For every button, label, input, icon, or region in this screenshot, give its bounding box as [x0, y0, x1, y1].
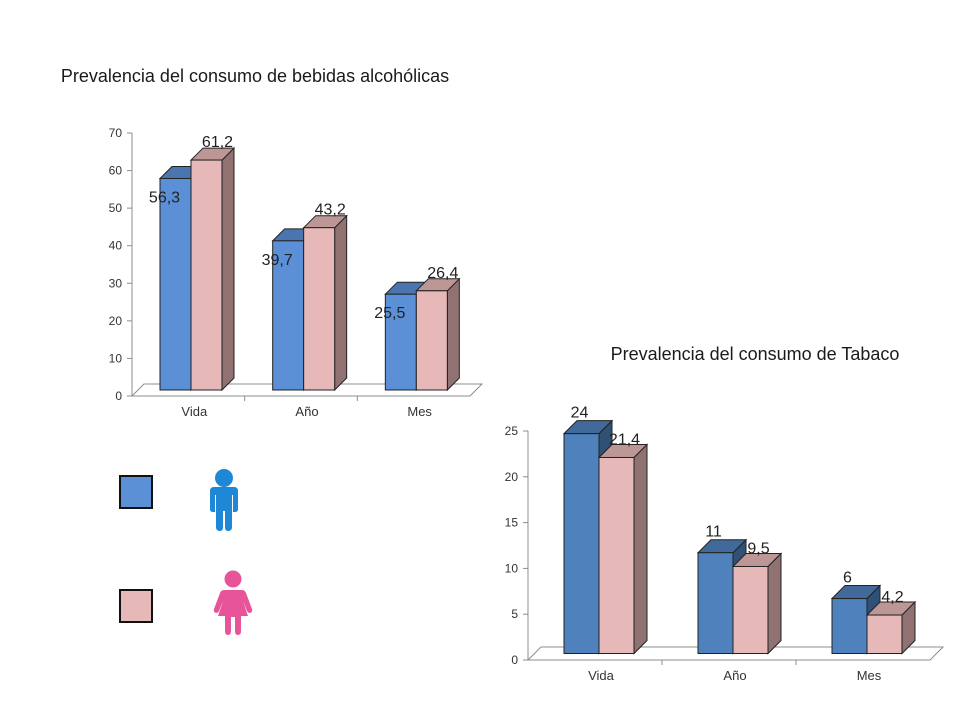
legend-swatch-male: [119, 475, 153, 509]
bar: [866, 614, 903, 655]
data-label: 61,2: [202, 134, 233, 151]
bar: [272, 240, 305, 391]
bar-side: [767, 552, 782, 655]
bar: [303, 227, 336, 391]
bar: [697, 552, 734, 654]
x-tick-label: Vida: [181, 404, 208, 419]
y-tick-label: 30: [109, 276, 123, 290]
data-label: 25,5: [374, 305, 405, 322]
y-tick-label: 20: [505, 470, 519, 484]
y-tick-label: 40: [109, 239, 123, 253]
bar-side: [633, 443, 648, 655]
data-label: 21,4: [609, 431, 640, 448]
bar: [831, 598, 868, 654]
female-person-icon: [213, 570, 253, 635]
chart-title-tobacco: Prevalencia del consumo de Tabaco: [610, 344, 900, 364]
male-person-icon: [210, 469, 238, 531]
x-tick-label: Mes: [407, 404, 432, 419]
data-label: 26,4: [427, 265, 458, 282]
data-label: 56,3: [149, 189, 180, 206]
y-tick-label: 70: [109, 126, 123, 140]
y-tick-label: 5: [511, 607, 518, 621]
y-tick-label: 25: [505, 424, 519, 438]
data-label: 6: [843, 570, 852, 587]
data-label: 11: [705, 524, 722, 541]
y-tick-label: 15: [505, 516, 519, 530]
y-tick-label: 10: [109, 351, 123, 365]
data-label: 43,2: [315, 202, 346, 219]
data-label: 24: [571, 405, 589, 422]
y-tick-label: 60: [109, 164, 123, 178]
y-tick-label: 10: [505, 561, 519, 575]
x-tick-label: Año: [295, 404, 318, 419]
x-tick-label: Mes: [857, 668, 882, 683]
data-label: 4,2: [881, 589, 903, 606]
data-label: 9,5: [747, 540, 769, 557]
bar: [415, 290, 448, 391]
y-tick-label: 50: [109, 201, 123, 215]
legend-swatch-female: [119, 589, 153, 623]
y-tick-label: 0: [511, 653, 518, 667]
y-tick-label: 20: [109, 314, 123, 328]
chart-title-alcohol: Prevalencia del consumo de bebidas alcoh…: [60, 66, 450, 86]
x-tick-label: Año: [723, 668, 746, 683]
bar: [732, 565, 769, 654]
x-tick-label: Vida: [588, 668, 615, 683]
bar: [563, 433, 600, 654]
bar: [598, 456, 635, 655]
data-label: 39,7: [262, 252, 293, 269]
bar: [384, 293, 417, 391]
bar: [159, 177, 192, 391]
y-tick-label: 0: [115, 389, 122, 403]
bar: [190, 159, 223, 391]
